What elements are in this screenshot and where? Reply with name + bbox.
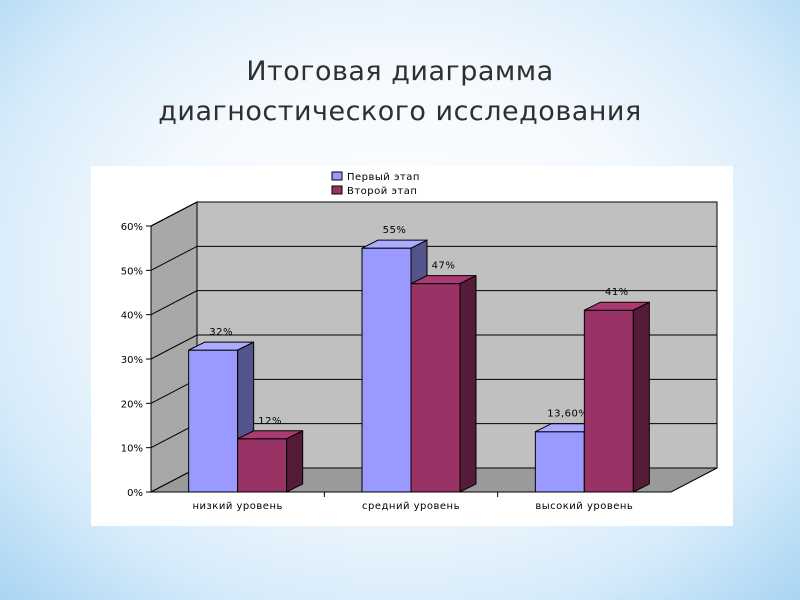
x-category-label: средний уровень [362,501,460,512]
slide-title-line-2: диагностического исследования [158,96,642,127]
bar-front [534,431,585,493]
data-label: 41% [605,287,629,298]
data-label: 47% [432,261,456,272]
gridline [150,290,717,316]
legend-swatch [331,185,343,195]
y-tick-label: 30% [121,355,143,366]
data-label: 55% [383,225,407,236]
y-tick-label: 60% [121,222,143,233]
legend-label: Первый этап [347,172,420,183]
slide-title-line-1: Итоговая диаграмма [246,56,554,87]
bar-front [237,438,288,493]
chart-panel: 0% 10% 20% 30% 40% 50% 60% 32% 12% низкий уровень… [91,166,733,526]
bar [583,301,650,493]
bar-front [583,309,634,493]
x-category-label: низкий уровень [192,501,282,512]
legend-swatch [331,171,343,181]
gridline [150,245,717,271]
bar-front [410,283,461,493]
y-tick-label: 50% [121,266,143,277]
data-label: 12% [258,416,282,427]
x-category-label: высокий уровень [535,501,633,512]
y-tick-label: 20% [121,399,143,410]
bar-front [188,349,239,493]
y-tick-label: 0% [127,488,143,499]
bar-front [361,247,412,493]
legend-label: Второй этап [347,186,417,197]
bar-side [632,301,650,493]
data-label: 13,60% [547,409,588,420]
gridline [150,334,717,360]
gridline [150,201,717,227]
y-tick-label: 40% [121,311,143,322]
data-label: 32% [209,327,233,338]
bar [237,429,304,493]
bar [410,274,477,493]
bar-chart: 0% 10% 20% 30% 40% 50% 60% 32% 12% низкий уровень… [121,171,718,512]
bar-side [286,429,304,493]
legend: Первый этап Второй этап [331,171,420,197]
y-tick-label: 10% [121,444,143,455]
slide-title: Итоговая диаграмма диагностического иссл… [0,52,800,132]
bar-side [459,274,477,493]
